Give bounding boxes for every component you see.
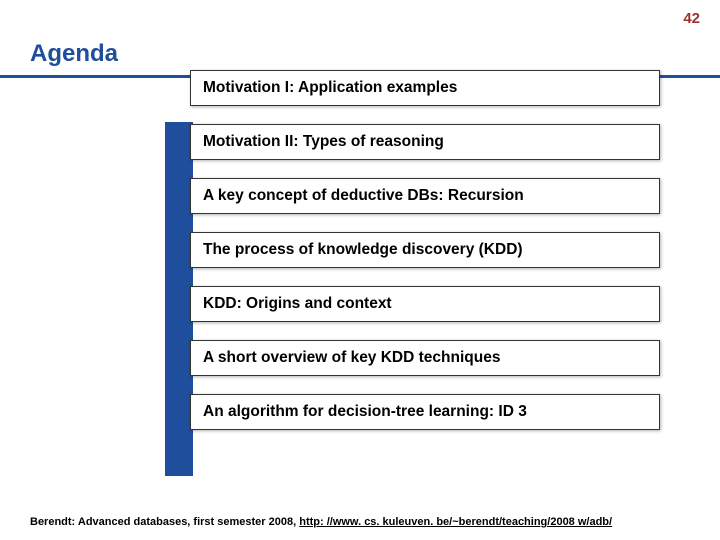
footer-citation: Berendt: Advanced databases, first semes…	[30, 516, 612, 528]
agenda-list: Motivation I: Application examples Motiv…	[190, 70, 660, 448]
page-title: Agenda	[30, 40, 118, 68]
page-number: 42	[683, 10, 700, 27]
footer-link[interactable]: http: //www. cs. kuleuven. be/~berendt/t…	[299, 516, 612, 528]
agenda-item: KDD: Origins and context	[190, 286, 660, 322]
agenda-item: Motivation I: Application examples	[190, 70, 660, 106]
agenda-item: Motivation II: Types of reasoning	[190, 124, 660, 160]
agenda-item: A key concept of deductive DBs: Recursio…	[190, 178, 660, 214]
agenda-item: The process of knowledge discovery (KDD)	[190, 232, 660, 268]
agenda-item: A short overview of key KDD techniques	[190, 340, 660, 376]
agenda-item: An algorithm for decision-tree learning:…	[190, 394, 660, 430]
footer-text: Berendt: Advanced databases, first semes…	[30, 516, 299, 528]
vertical-accent-bar	[165, 122, 193, 476]
